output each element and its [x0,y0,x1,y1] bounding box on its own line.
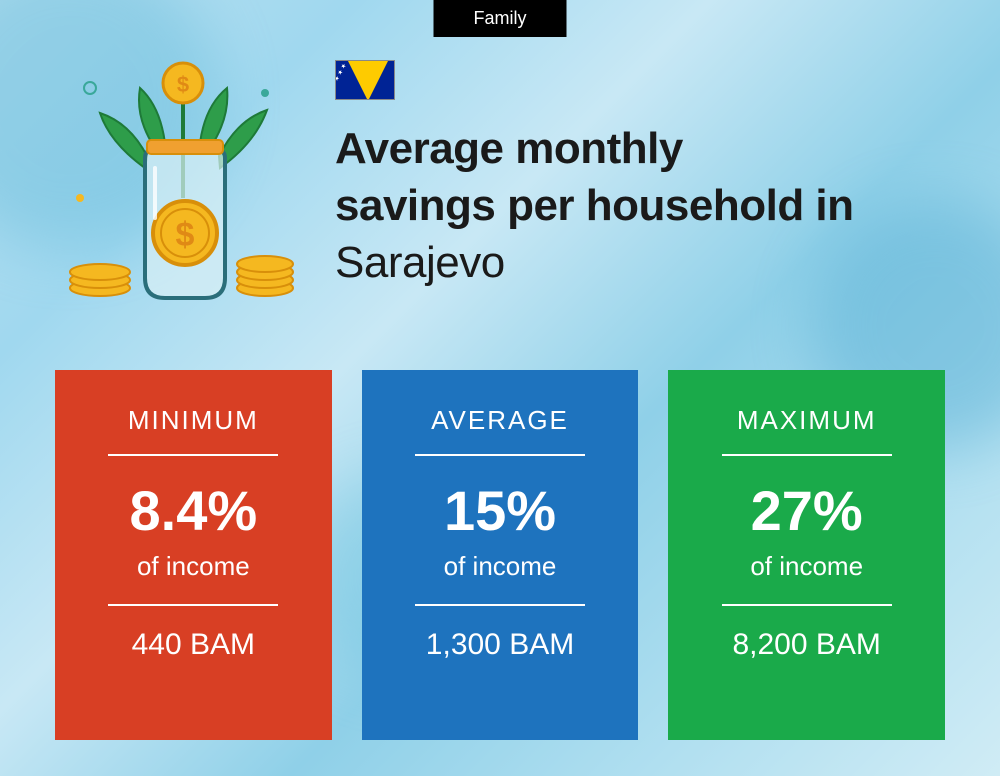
stat-cards-row: MINIMUM 8.4% of income 440 BAM AVERAGE 1… [55,370,945,740]
card-label: MINIMUM [128,405,259,436]
card-label: MAXIMUM [737,405,877,436]
page-title: Average monthly savings per household in… [335,120,945,292]
card-amount: 8,200 BAM [732,628,880,662]
divider [415,454,585,456]
divider [108,604,278,606]
divider [722,454,892,456]
card-amount: 440 BAM [132,628,255,662]
badge-label: Family [474,8,527,28]
card-amount: 1,300 BAM [426,628,574,662]
divider [108,454,278,456]
card-percent: 27% [751,478,863,543]
card-subtext: of income [750,551,863,582]
stat-card-average: AVERAGE 15% of income 1,300 BAM [362,370,639,740]
title-city: Sarajevo [335,238,505,287]
divider [722,604,892,606]
divider [415,604,585,606]
card-label: AVERAGE [431,405,569,436]
stat-card-minimum: MINIMUM 8.4% of income 440 BAM [55,370,332,740]
title-line-1: Average monthly [335,124,683,173]
svg-text:$: $ [176,216,195,254]
title-line-2: savings per household in [335,181,854,230]
category-badge: Family [434,0,567,37]
savings-illustration: $ $ [55,48,305,308]
card-subtext: of income [444,551,557,582]
svg-text:$: $ [177,72,189,97]
card-percent: 8.4% [130,478,258,543]
card-subtext: of income [137,551,250,582]
country-flag-bosnia: ★★★★★ [335,60,395,100]
stat-card-maximum: MAXIMUM 27% of income 8,200 BAM [668,370,945,740]
card-percent: 15% [444,478,556,543]
